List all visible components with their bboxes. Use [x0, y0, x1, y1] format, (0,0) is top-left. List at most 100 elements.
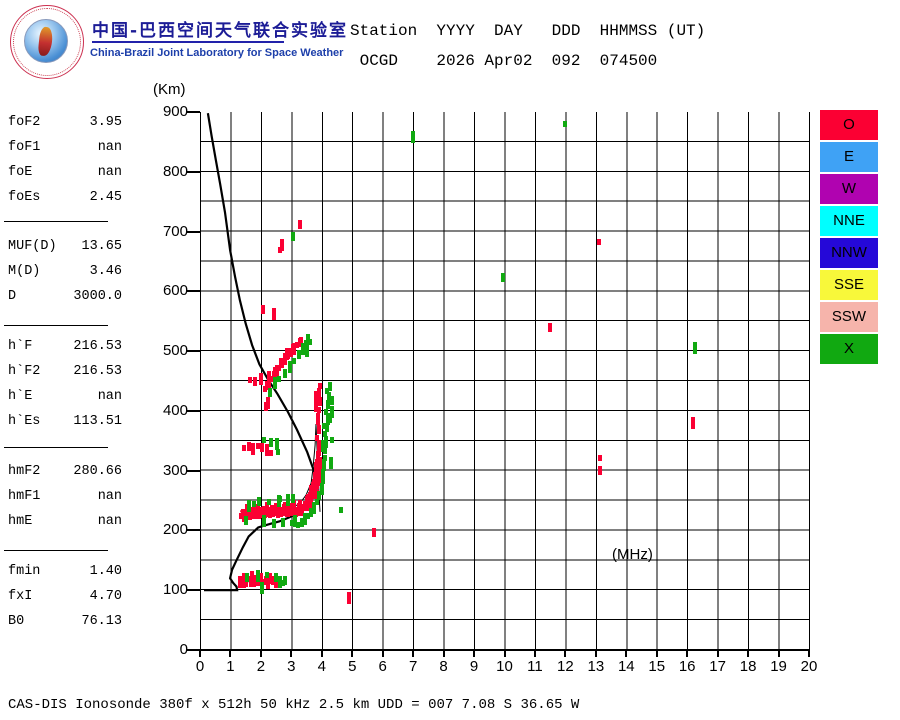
x-tick [473, 650, 476, 657]
o-echo-mark [274, 502, 279, 509]
x-echo-mark [324, 435, 329, 448]
x-tick-label: 9 [469, 658, 479, 675]
o-echo-mark [314, 390, 319, 403]
x-echo-mark [255, 569, 260, 582]
x-echo-mark [285, 493, 290, 506]
x-echo-mark [261, 437, 266, 444]
param-row-B0: B0 76.13 [8, 609, 122, 634]
x-tick [503, 650, 506, 657]
param-value: nan [97, 489, 122, 504]
x-echo-mark [303, 340, 308, 347]
param-row-hmE: hmE nan [8, 509, 122, 534]
param-row-foF1: foF1 nan [8, 135, 122, 160]
x-tick [564, 650, 567, 657]
o-echo-mark [248, 376, 253, 383]
param-value: 3.95 [89, 115, 122, 130]
param-row-hmF1: hmF1 nan [8, 484, 122, 509]
param-value: 113.51 [73, 414, 122, 429]
o-echo-mark [242, 573, 247, 583]
param-value: 1.40 [89, 564, 122, 579]
o-echo-mark [264, 443, 269, 456]
logo-ring-icon [13, 8, 81, 76]
param-row-fmin: fmin 1.40 [8, 559, 122, 584]
x-tick [808, 650, 810, 657]
param-label: D [8, 289, 17, 304]
x-tick-label: 13 [587, 658, 605, 675]
x-tick-label: 5 [348, 658, 357, 675]
x-echo-mark [274, 438, 279, 451]
o-echo-mark [289, 502, 294, 515]
param-value: 280.66 [73, 464, 122, 479]
o-echo-mark [242, 510, 247, 523]
o-echo-mark [299, 336, 304, 343]
x-tick-label: 15 [648, 658, 666, 675]
o-echo-mark [313, 402, 318, 412]
x-echo-mark [292, 357, 297, 364]
param-value: nan [97, 140, 122, 155]
o-echo-mark [317, 407, 322, 414]
o-echo-mark [277, 247, 282, 254]
x-tick-label: 19 [770, 658, 787, 675]
o-echo-mark [298, 219, 303, 229]
x-echo-mark [319, 482, 324, 495]
x-echo-mark [272, 377, 277, 390]
o-echo-mark [318, 466, 323, 479]
o-echo-mark [249, 571, 254, 584]
x-echo-mark [321, 477, 326, 484]
x-tick [594, 650, 597, 657]
param-row-foE: foE nan [8, 160, 122, 185]
x-echo-mark [283, 575, 288, 585]
param-value: 3.46 [89, 264, 122, 279]
y-tick [187, 111, 200, 113]
x-tick [412, 650, 415, 657]
param-value: nan [97, 389, 122, 404]
legend-item-ssw: SSW [820, 302, 878, 332]
x-echo-mark [322, 454, 327, 461]
legend-item-x: X [820, 334, 878, 364]
x-echo-mark [324, 409, 329, 416]
param-value: 76.13 [81, 614, 122, 629]
o-echo-mark [266, 577, 271, 590]
o-echo-mark [316, 469, 321, 476]
x-tick-label: 10 [496, 658, 513, 675]
param-label: foE [8, 165, 33, 180]
x-echo-mark [264, 572, 269, 579]
y-tick [187, 589, 200, 592]
param-label: M(D) [8, 264, 41, 279]
o-echo-mark [240, 577, 245, 584]
x-echo-mark [305, 345, 310, 358]
x-echo-mark [303, 513, 308, 526]
x-echo-mark [500, 273, 505, 283]
x-echo-mark [323, 445, 328, 455]
o-echo-mark [271, 308, 276, 321]
x-echo-mark [328, 413, 333, 423]
x-echo-mark [282, 368, 287, 378]
x-tick [351, 650, 354, 657]
o-echo-mark [268, 449, 273, 456]
o-echo-mark [548, 322, 553, 332]
o-echo-mark [268, 573, 273, 583]
x-echo-mark [325, 413, 330, 426]
param-label: B0 [8, 614, 25, 629]
o-echo-mark [316, 412, 321, 425]
o-echo-mark [295, 342, 300, 349]
x-tick-label: 2 [256, 658, 266, 675]
param-value: 3000.0 [73, 289, 122, 304]
x-echo-mark [245, 572, 250, 582]
o-echo-mark [253, 376, 258, 386]
x-echo-mark [275, 449, 280, 456]
x-echo-mark [338, 506, 343, 513]
param-separator [4, 550, 108, 551]
param-label: h`E [8, 389, 33, 404]
param-label: foEs [8, 190, 41, 205]
x-tick [229, 650, 232, 657]
legend-item-e: E [820, 142, 878, 172]
x-tick-label: 12 [557, 658, 574, 675]
o-echo-mark [237, 575, 242, 588]
profile-and-trace-curves [204, 113, 321, 592]
x-echo-mark [277, 495, 282, 502]
x-echo-mark [329, 436, 334, 443]
o-echo-mark [596, 238, 601, 245]
param-row-MD: M(D) 3.46 [8, 259, 122, 284]
o-echo-mark [272, 370, 277, 380]
